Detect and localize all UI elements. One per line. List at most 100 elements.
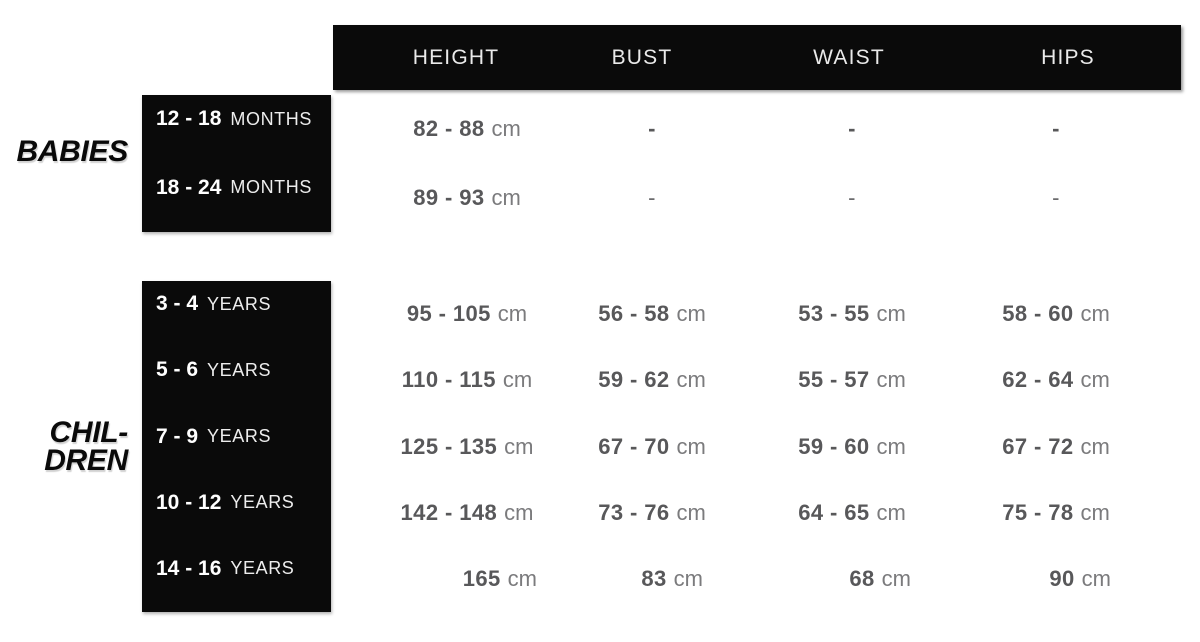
group-label-children-line2: DREN [44,444,128,477]
row-label-unit: YEARS [207,359,272,380]
cell-bust: 67 - 70 cm [598,413,706,479]
group-label-babies: BABIES [16,135,128,168]
cell-value: 59 - 60 [798,433,870,459]
cell-hips: - [1001,164,1111,233]
table-header-bar: HEIGHT BUST WAIST HIPS [333,25,1181,90]
row-label-unit: YEARS [207,426,272,446]
table-row-18-24-months: 89 - 93 cm - - - [333,164,1181,233]
column-header-bust: BUST [611,45,673,69]
cell-value: 110 - 115 [401,367,496,393]
row-label-unit: MONTHS [230,177,312,198]
cell-value: 75 - 78 [1002,499,1074,525]
cell-unit: cm [676,499,706,525]
cell-unit: cm [504,433,534,459]
cell-value: - [1052,116,1060,142]
row-label-range: 10 - 12 [156,490,222,514]
cell-value: 125 - 135 [400,433,498,459]
row-label-10-12-years: 10 - 12 YEARS [142,470,331,536]
cell-value: 95 - 105 [406,301,491,327]
cell-value: - [848,184,856,210]
row-label-5-6-years: 5 - 6 YEARS [142,337,331,403]
row-label-range: 7 - 9 [156,424,199,448]
cell-hips: 75 - 78 cm [1001,480,1111,546]
cell-unit: cm [502,367,533,393]
cell-hips: 58 - 60 cm [1001,281,1111,347]
row-label-14-16-years: 14 - 16 YEARS [142,536,331,602]
table-row-5-6-years: 110 - 115 cm 59 - 62 cm 55 - 57 cm 62 - 64 c… [333,347,1181,413]
row-label-range: 14 - 16 [156,556,222,580]
row-label-7-9-years: 7 - 9 YEARS [142,403,331,469]
cell-unit: cm [676,433,706,459]
row-label-unit: MONTHS [230,108,312,129]
cell-value: 62 - 64 [1002,367,1074,393]
row-label-range: 12 - 18 [156,107,222,131]
cell-unit: cm [1080,433,1110,459]
cell-bust: 73 - 76 cm [598,480,706,546]
cell-unit: cm [491,116,521,142]
row-label-3-4-years: 3 - 4 YEARS [142,271,331,337]
row-label-unit: YEARS [230,558,295,579]
cell-bust: 83 cm [601,546,703,612]
table-row-12-18-months: 82 - 88 cm - - - [333,95,1181,164]
row-label-range: 18 - 24 [156,175,222,199]
children-row-label-box: 3 - 4 YEARS 5 - 6 YEARS 7 - 9 YEARS 10 -… [142,281,331,612]
cell-waist: 68 cm [703,546,1001,612]
cell-value: 59 - 62 [598,367,670,393]
row-label-range: 5 - 6 [156,358,199,382]
column-header-height: HEIGHT [412,45,500,69]
cell-height: 125 - 135 cm [333,413,601,479]
babies-row-label-box: 12 - 18 MONTHS 18 - 24 MONTHS [142,95,331,232]
cell-value: 68 [849,565,875,591]
row-label-12-18-months: 12 - 18 MONTHS [142,85,331,154]
cell-value: 142 - 148 [400,499,498,525]
row-label-unit: YEARS [230,492,295,513]
cell-unit: cm [507,565,537,591]
cell-bust: - [601,95,703,164]
cell-hips: 62 - 64 cm [1001,347,1111,413]
cell-height: 82 - 88 cm [333,95,601,164]
table-row-10-12-years: 142 - 148 cm 73 - 76 cm 64 - 65 cm 75 - 78 c… [333,480,1181,546]
children-values: 95 - 105 cm 56 - 58 cm 53 - 55 cm 58 - 60 cm… [333,281,1181,612]
cell-unit: cm [881,565,911,591]
cell-waist: 64 - 65 cm [703,480,1001,546]
cell-hips: - [1001,95,1111,164]
cell-height: 165 cm [333,546,601,612]
cell-height: 142 - 148 cm [333,480,601,546]
row-label-range: 3 - 4 [156,292,199,316]
cell-height: 95 - 105 cm [333,281,601,347]
cell-value: 67 - 70 [598,433,670,459]
cell-hips: 90 cm [1001,546,1111,612]
cell-value: 73 - 76 [598,499,670,525]
cell-value: 165 [462,565,501,591]
cell-waist: - [703,95,1001,164]
cell-value: 82 - 88 [413,116,485,142]
cell-unit: cm [1080,301,1110,327]
cell-unit: cm [876,433,906,459]
cell-unit: cm [876,301,906,327]
cell-unit: cm [876,499,906,525]
column-header-waist: WAIST [813,45,885,69]
cell-value: 90 [1049,565,1075,591]
table-row-3-4-years: 95 - 105 cm 56 - 58 cm 53 - 55 cm 58 - 60 cm [333,281,1181,347]
cell-unit: cm [1080,499,1110,525]
cell-value: 56 - 58 [598,301,670,327]
cell-height: 110 - 115 cm [333,347,601,413]
cell-unit: cm [497,301,528,327]
cell-bust: 59 - 62 cm [598,347,706,413]
cell-value: 64 - 65 [798,499,870,525]
cell-waist: 53 - 55 cm [703,281,1001,347]
cell-value: 67 - 72 [1002,433,1074,459]
cell-hips: 67 - 72 cm [1001,413,1111,479]
row-label-unit: YEARS [207,293,272,314]
cell-unit: cm [676,301,706,327]
table-row-7-9-years: 125 - 135 cm 67 - 70 cm 59 - 60 cm 67 - 72 c… [333,413,1181,479]
cell-value: - [1052,184,1060,210]
cell-bust: - [601,164,703,233]
cell-unit: cm [673,565,703,591]
cell-value: 58 - 60 [1002,301,1074,327]
cell-value: 89 - 93 [413,184,485,210]
row-label-18-24-months: 18 - 24 MONTHS [142,154,331,223]
cell-value: 55 - 57 [798,367,870,393]
cell-waist: 55 - 57 cm [703,347,1001,413]
cell-unit: cm [491,184,521,210]
